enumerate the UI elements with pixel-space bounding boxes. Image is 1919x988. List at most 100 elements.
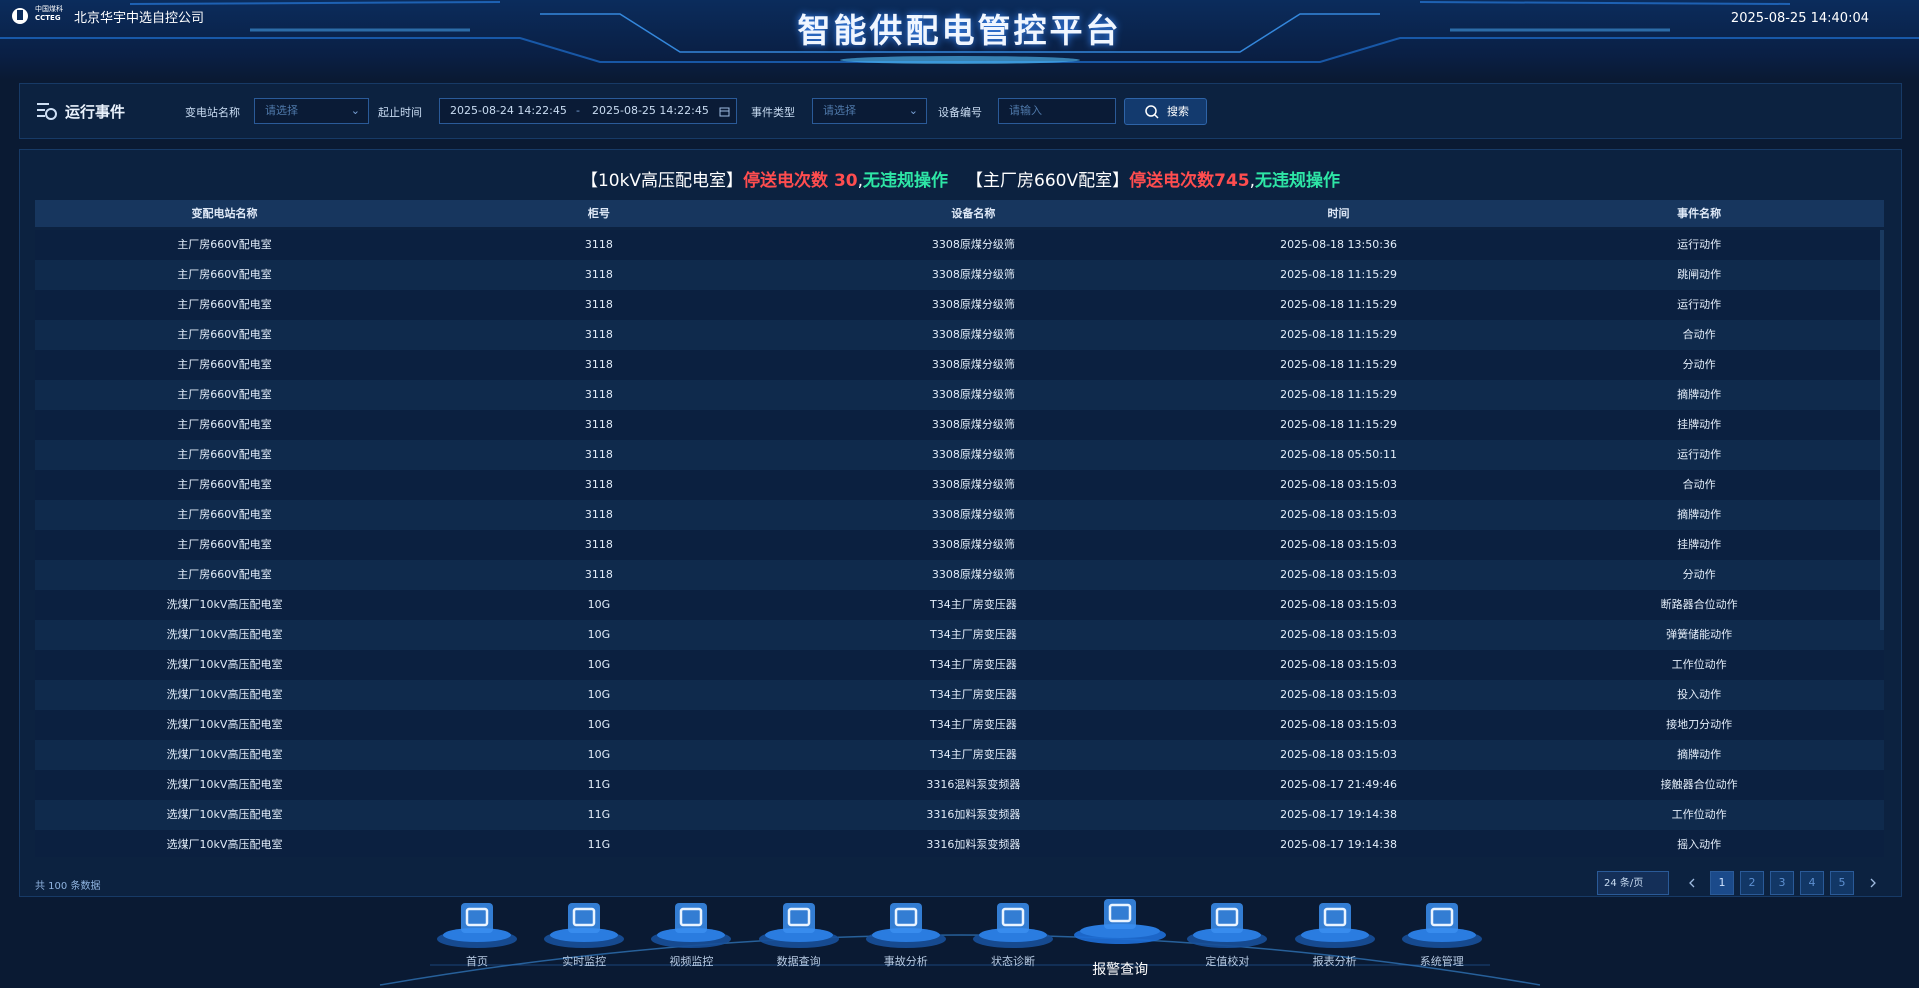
table-cell: 2025-08-18 11:15:29 — [1280, 418, 1397, 431]
nav-icon — [1401, 903, 1482, 948]
total-count: 共 100 条数据 — [35, 881, 101, 892]
table-row[interactable] — [35, 440, 1884, 470]
table-cell: 3118 — [584, 268, 613, 281]
table-cell: 3316加料泵变频器 — [926, 838, 1021, 851]
table-cell: 断路器合位动作 — [1660, 598, 1738, 611]
table-cell: 洗煤厂10kV高压配电室 — [166, 598, 283, 611]
column-header: 变配电站名称 — [191, 207, 258, 220]
next-page[interactable] — [1868, 877, 1878, 889]
table-cell: 2025-08-18 03:15:03 — [1280, 748, 1397, 761]
table-row[interactable] — [35, 320, 1884, 350]
nav-item[interactable]: 数据查询 — [749, 895, 849, 988]
nav-item[interactable]: 定值校对 — [1177, 895, 1277, 988]
table-row[interactable] — [35, 710, 1884, 740]
page-size-select[interactable]: 24 条/页 — [1597, 871, 1669, 895]
page-button[interactable]: 4 — [1800, 871, 1824, 895]
nav-item[interactable]: 视频监控 — [641, 895, 741, 988]
table-cell: 主厂房660V配电室 — [177, 328, 272, 341]
table-cell: 3308原煤分级筛 — [931, 268, 1015, 281]
logo-name: 中国煤科 — [35, 5, 63, 13]
summary: 【10kV高压配电室】停送电次数 30,无违规操作 【主厂房660V配室】停送电次… — [20, 166, 1901, 191]
table-cell: 选煤厂10kV高压配电室 — [166, 808, 283, 821]
table-cell: 工作位动作 — [1671, 658, 1727, 671]
station-select[interactable]: 请选择 ⌄ — [254, 98, 369, 124]
table-cell: 主厂房660V配电室 — [177, 418, 272, 431]
table-cell: 10G — [587, 658, 611, 671]
nav-label: 实时监控 — [562, 955, 607, 968]
summary-part: 【主厂房660V配室】 — [966, 171, 1130, 191]
nav-item[interactable]: 首页 — [427, 895, 527, 988]
table-cell: 运行动作 — [1677, 448, 1722, 461]
table-cell: 摘牌动作 — [1677, 508, 1722, 521]
table-row[interactable] — [35, 530, 1884, 560]
end-time: 2025-08-25 14:22:45 — [592, 104, 709, 117]
nav-item[interactable]: 报警查询 — [1070, 895, 1170, 988]
scrollbar — [1880, 230, 1884, 630]
table-row[interactable] — [35, 380, 1884, 410]
event-type-select[interactable]: 请选择 ⌄ — [812, 98, 927, 124]
event-type-label: 事件类型 — [751, 106, 795, 119]
device-input[interactable]: 请输入 — [998, 98, 1116, 124]
station-label: 变电站名称 — [185, 106, 240, 119]
table-row[interactable] — [35, 740, 1884, 770]
date-range[interactable]: 2025-08-24 14:22:45 - 2025-08-25 14:22:4… — [439, 98, 737, 124]
table-cell: T34主厂房变压器 — [930, 628, 1017, 641]
table-cell: 主厂房660V配电室 — [177, 508, 272, 521]
range-separator: - — [576, 104, 580, 117]
table-cell: 3308原煤分级筛 — [931, 358, 1015, 371]
event-type-placeholder: 请选择 — [823, 104, 856, 117]
table-row[interactable] — [35, 470, 1884, 500]
table-cell: 主厂房660V配电室 — [177, 388, 272, 401]
nav-item[interactable]: 事故分析 — [856, 895, 956, 988]
search-button[interactable]: 搜索 — [1124, 98, 1207, 125]
table-cell: T34主厂房变压器 — [930, 688, 1017, 701]
table-cell: 2025-08-18 11:15:29 — [1280, 358, 1397, 371]
table-cell: 主厂房660V配电室 — [177, 478, 272, 491]
table-row[interactable] — [35, 230, 1884, 260]
table-cell: 10G — [587, 628, 611, 641]
summary-part: 【10kV高压配电室】 — [580, 171, 744, 191]
table-row[interactable] — [35, 290, 1884, 320]
page-button[interactable]: 3 — [1770, 871, 1794, 895]
table-row[interactable] — [35, 500, 1884, 530]
table-cell: 3316加料泵变频器 — [926, 808, 1021, 821]
table-cell: 选煤厂10kV高压配电室 — [166, 838, 283, 851]
table-row[interactable] — [35, 350, 1884, 380]
table-row[interactable] — [35, 590, 1884, 620]
table-row[interactable] — [35, 560, 1884, 590]
table-row[interactable] — [35, 770, 1884, 800]
table-cell: 2025-08-18 05:50:11 — [1280, 448, 1397, 461]
table-row[interactable] — [35, 260, 1884, 290]
filter-bar: 运行事件 变电站名称 请选择 ⌄ 起止时间 2025-08-24 14:22:45… — [19, 83, 1902, 139]
page-button[interactable]: 1 — [1710, 871, 1734, 895]
table-cell: 摘牌动作 — [1677, 388, 1722, 401]
nav-item[interactable]: 实时监控 — [534, 895, 634, 988]
table-row[interactable] — [35, 830, 1884, 857]
page-button[interactable]: 2 — [1740, 871, 1764, 895]
nav-label: 定值校对 — [1205, 955, 1250, 968]
nav-icon — [1187, 903, 1268, 948]
nav-icon — [1294, 903, 1375, 948]
table-cell: 接地刀分动作 — [1666, 718, 1733, 731]
column-header: 柜号 — [587, 207, 610, 220]
table-row[interactable] — [35, 800, 1884, 830]
table-cell: 3308原煤分级筛 — [931, 508, 1015, 521]
table-row[interactable] — [35, 620, 1884, 650]
table-row[interactable] — [35, 650, 1884, 680]
nav-item[interactable]: 状态诊断 — [963, 895, 1063, 988]
nav-item[interactable]: 系统管理 — [1392, 895, 1492, 988]
table-cell: 洗煤厂10kV高压配电室 — [166, 778, 283, 791]
nav-item[interactable]: 报表分析 — [1285, 895, 1385, 988]
table-cell: 挂牌动作 — [1677, 418, 1722, 431]
summary-part: 无违规操作 — [863, 171, 949, 191]
column-header: 事件名称 — [1677, 207, 1722, 220]
table-cell: 主厂房660V配电室 — [177, 568, 272, 581]
table-cell: 3308原煤分级筛 — [931, 328, 1015, 341]
table-cell: 3118 — [584, 508, 613, 521]
table-row[interactable] — [35, 680, 1884, 710]
table-row[interactable] — [35, 410, 1884, 440]
table-cell: 3118 — [584, 538, 613, 551]
prev-page[interactable] — [1687, 877, 1697, 889]
page-button[interactable]: 5 — [1830, 871, 1854, 895]
